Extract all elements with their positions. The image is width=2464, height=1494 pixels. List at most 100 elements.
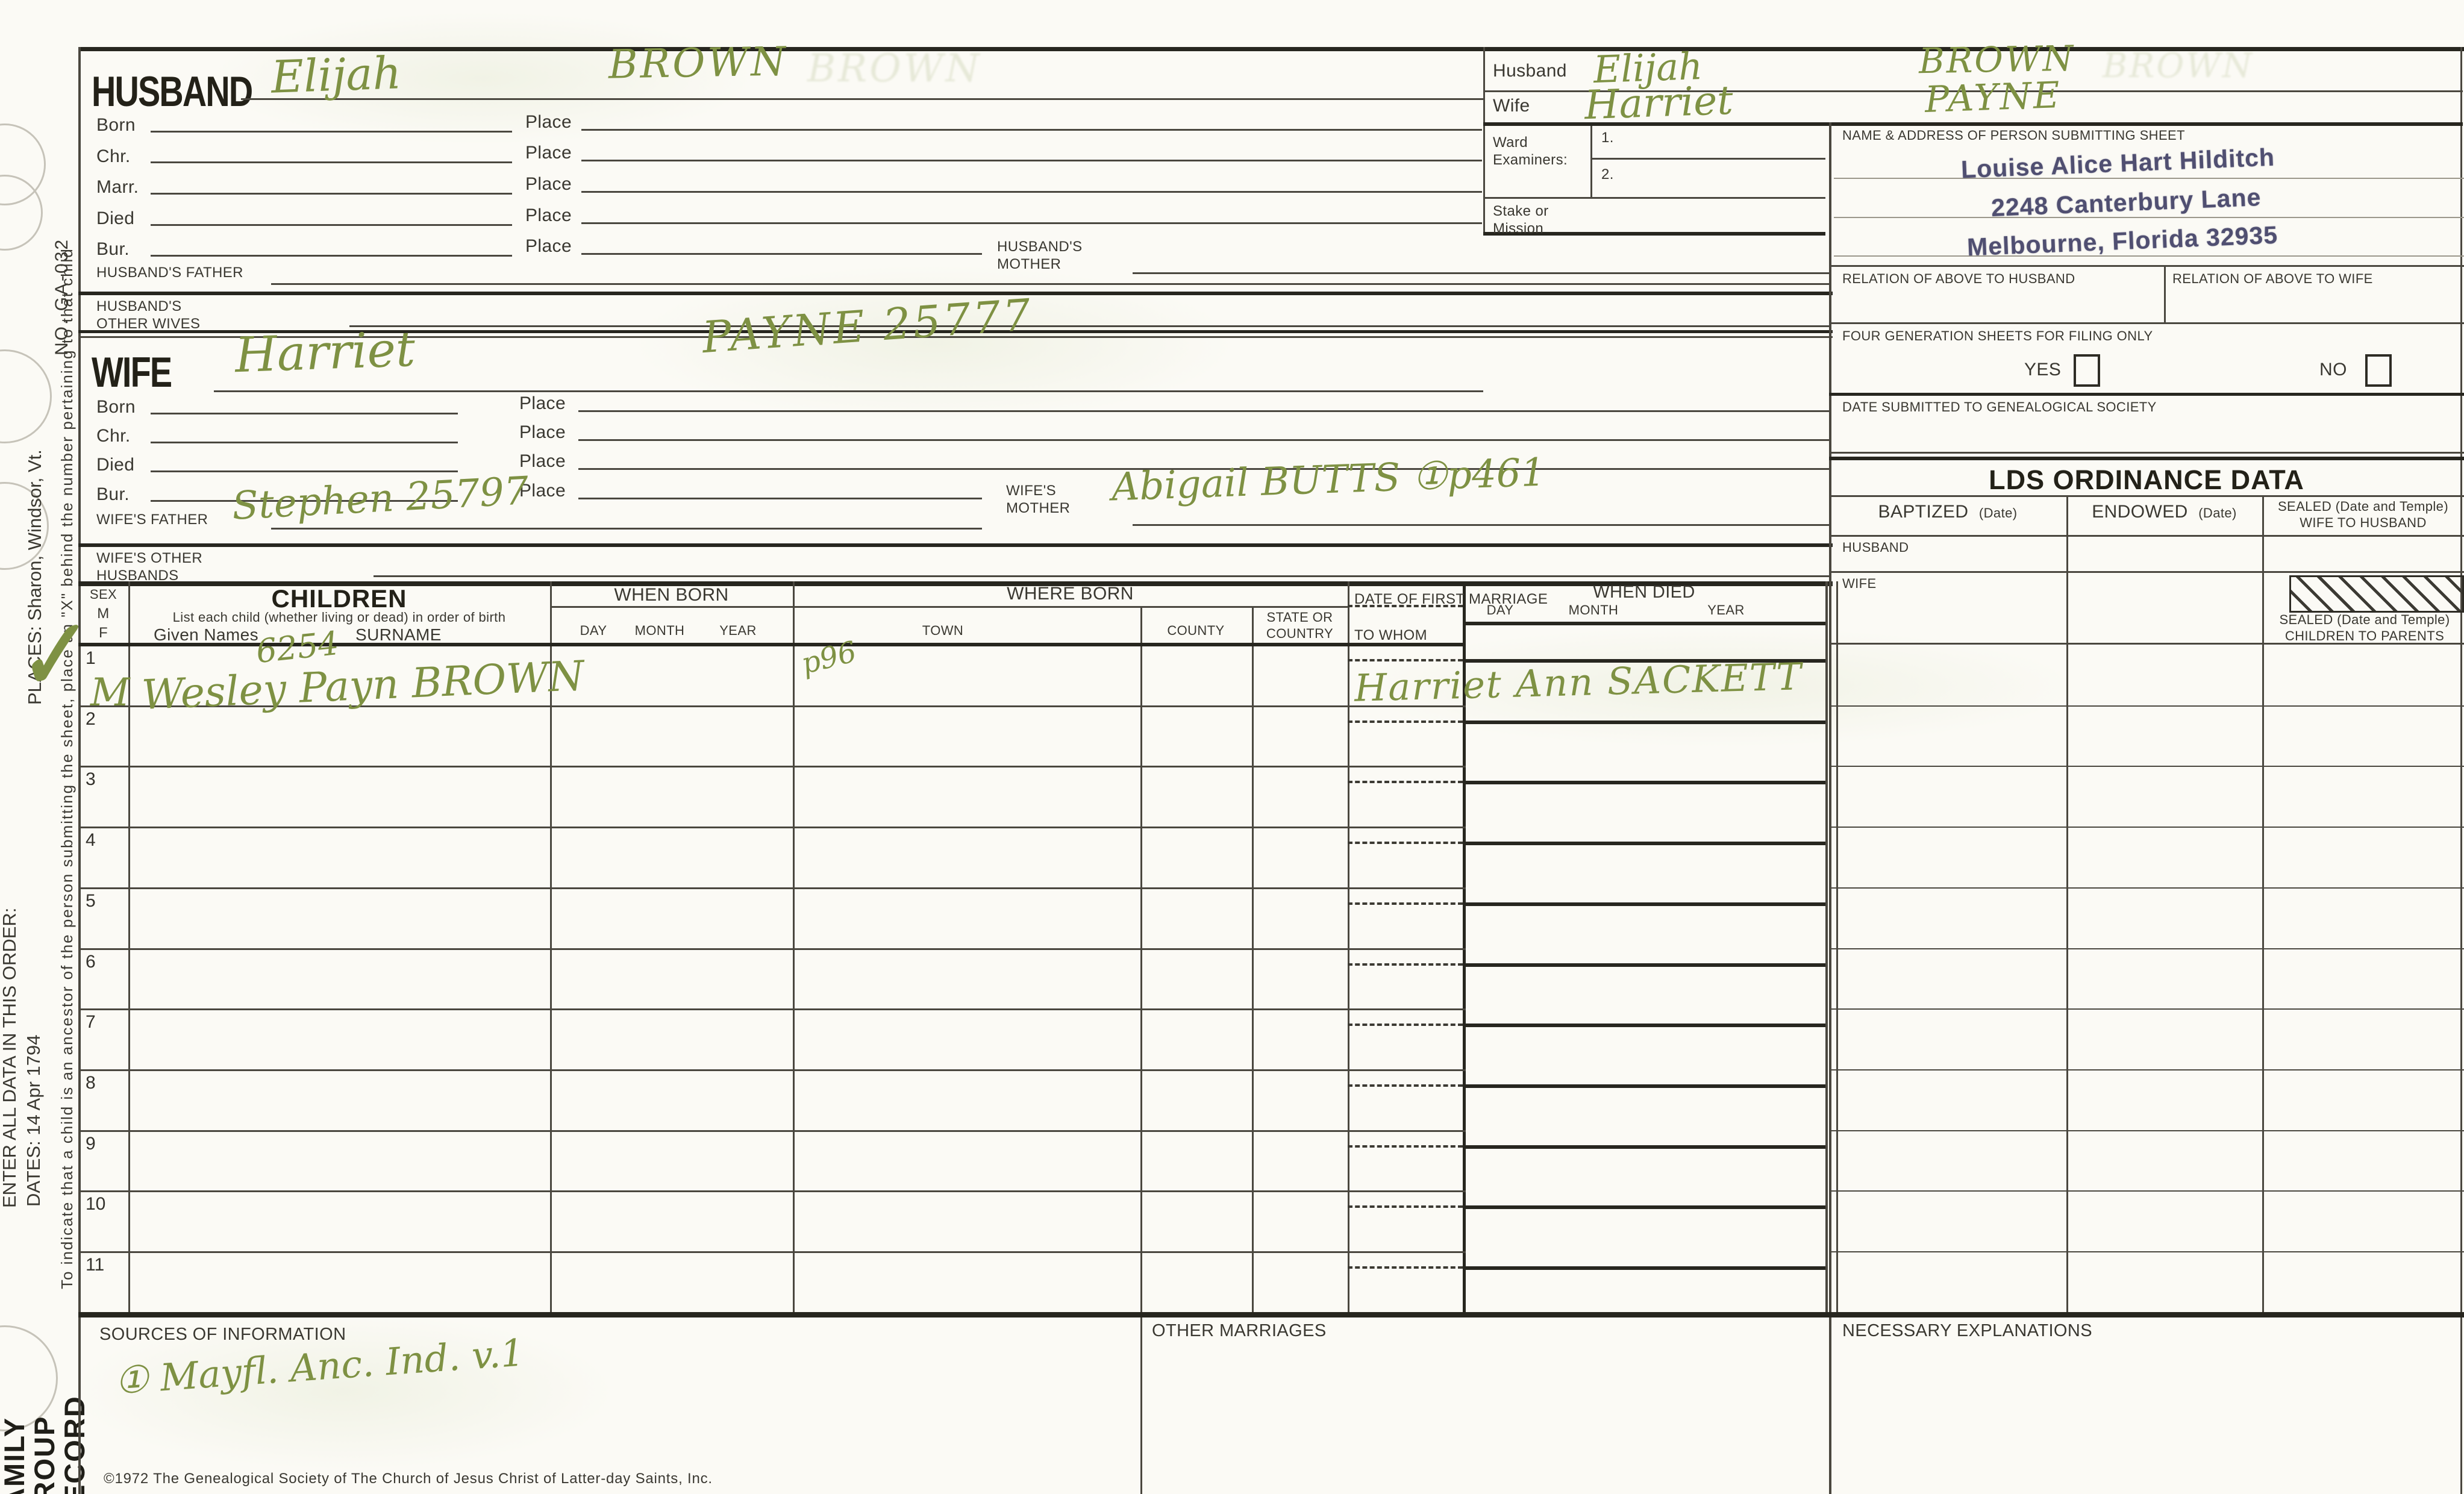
rule — [1348, 1266, 1463, 1269]
rule — [581, 222, 1482, 224]
rule — [1829, 122, 1831, 1494]
husband-heading: HUSBAND — [92, 68, 253, 116]
paper-tint — [72, 1313, 614, 1470]
rule — [1348, 781, 1463, 783]
sealed-cp-line1: SEALED (Date and Temple) — [2279, 612, 2450, 627]
rule — [1463, 781, 1825, 784]
row-number: 4 — [86, 830, 96, 850]
husband-marr-label: Marr. — [96, 177, 139, 197]
rule — [578, 468, 1829, 470]
row-number: 2 — [86, 709, 96, 729]
rule — [1463, 1205, 1825, 1209]
when-born-header: WHEN BORN — [614, 585, 729, 605]
husband-father-label: HUSBAND'S FATHER — [96, 264, 243, 281]
rule — [1829, 495, 2464, 497]
rule — [1140, 606, 1142, 1312]
yes-checkbox — [2074, 354, 2100, 387]
rule — [1348, 659, 1463, 661]
rule — [1829, 265, 2464, 267]
row-number: 11 — [86, 1255, 105, 1275]
rule — [1829, 1251, 2464, 1252]
rule — [1463, 1266, 1825, 1270]
other-marriages-label: OTHER MARRIAGES — [1152, 1321, 1327, 1340]
rule — [578, 439, 1829, 441]
row-number: 7 — [86, 1012, 96, 1032]
rule — [241, 98, 1483, 100]
rule — [151, 413, 458, 414]
row-number: 6 — [86, 952, 96, 972]
sealed-wh-line1: SEALED (Date and Temple) — [2277, 499, 2449, 514]
state-country-header: STATE OR COUNTRY — [1266, 610, 1334, 641]
rule — [2164, 265, 2166, 322]
baptized-header-text: BAPTIZED — [1878, 502, 1969, 522]
sealed-cp-line2: CHILDREN TO PARENTS — [2284, 628, 2445, 643]
rule — [1348, 1205, 1463, 1208]
sealed-hatched-cell — [2289, 575, 2464, 613]
necessary-explanations-label: NECESSARY EXPLANATIONS — [1842, 1321, 2092, 1340]
index-husband-label: Husband — [1493, 61, 1567, 81]
rule — [1829, 1069, 2464, 1070]
rule — [1463, 842, 1825, 845]
lds-wife-row-label: WIFE — [1842, 576, 1877, 591]
rule — [78, 330, 1833, 333]
rule — [550, 606, 1348, 608]
index-wife-surname-handwriting: PAYNE — [1924, 74, 2062, 121]
husband-born-label: Born — [96, 115, 136, 135]
rule — [78, 705, 1466, 707]
rule — [578, 410, 1829, 412]
lds-husband-row-label: HUSBAND — [1842, 540, 1909, 555]
year-header: YEAR — [719, 623, 757, 638]
surname-header: SURNAME — [355, 625, 442, 644]
husband-surname-ghost: BROWN — [807, 46, 982, 91]
rule — [1463, 581, 1466, 1312]
rule — [1348, 720, 1463, 723]
place-label: Place — [525, 205, 572, 225]
rule — [578, 498, 982, 499]
record-title-record: RECORD — [58, 1395, 90, 1494]
rule — [78, 543, 1833, 547]
sex-header: SEX — [89, 587, 117, 602]
wife-given-handwriting: Harriet — [234, 320, 416, 384]
rule — [349, 325, 1829, 327]
rule — [374, 575, 1829, 577]
wife-mother-label: WIFE'S MOTHER — [1006, 483, 1071, 517]
paper-tint — [1356, 627, 2078, 747]
rule — [1829, 322, 2464, 324]
rule — [1483, 122, 2463, 126]
husband-mother-label: HUSBAND'S MOTHER — [997, 239, 1083, 273]
to-whom-header: TO WHOM — [1354, 627, 1428, 643]
sealed-children-parents-label: SEALED (Date and Temple) CHILDREN TO PARE… — [2265, 612, 2464, 645]
when-died-header: WHEN DIED — [1593, 583, 1695, 602]
first-marriage-header: DATE OF FIRST MARRIAGE — [1354, 591, 1548, 607]
row-number: 5 — [86, 891, 96, 911]
sources-label: SOURCES OF INFORMATION — [99, 1325, 346, 1344]
rule — [1463, 659, 1825, 663]
row-number: 1 — [86, 648, 96, 668]
dates-note: DATES: 14 Apr 1794 — [23, 1034, 44, 1207]
rule — [581, 129, 1482, 131]
rule — [1463, 902, 1825, 906]
given-names-header: Given Names — [154, 625, 259, 644]
sex-f-header: F — [98, 625, 108, 641]
relation-to-husband-label: RELATION OF ABOVE TO HUSBAND — [1842, 271, 2075, 286]
rule — [1463, 1084, 1825, 1088]
sex-m-header: M — [97, 605, 110, 622]
index-husband-surname-ghost: BROWN — [2103, 46, 2254, 86]
died-day-header: DAY — [1486, 602, 1514, 617]
paper-tint — [633, 265, 1235, 422]
rule — [550, 581, 552, 1312]
rule — [214, 390, 1483, 392]
rule — [78, 581, 1833, 586]
children-subtitle: List each child (whether living or dead)… — [172, 610, 506, 625]
month-header: MONTH — [634, 623, 685, 638]
rule — [581, 191, 1482, 193]
husband-other-wives-label: HUSBAND'S OTHER WIVES — [96, 298, 201, 333]
rule — [1140, 1317, 1142, 1494]
wife-mother-handwriting: Abigail BUTTS ①p461 — [1110, 450, 1546, 510]
rule — [1829, 535, 2464, 537]
place-label: Place — [519, 422, 566, 442]
rule — [1348, 581, 1349, 1312]
baptized-header-sub: (Date) — [1978, 505, 2018, 520]
rule — [1829, 1190, 2464, 1192]
